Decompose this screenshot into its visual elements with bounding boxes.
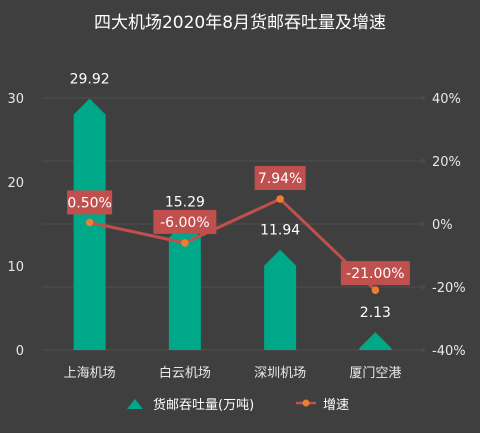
y-right-tick-label: 40% — [432, 92, 461, 107]
line-layer — [85, 195, 380, 294]
bar — [264, 249, 297, 350]
bar — [359, 332, 392, 350]
rate-label-box — [67, 190, 113, 215]
y-right-tick-label: -20% — [432, 281, 466, 296]
legend-label-line: 增速 — [323, 398, 349, 413]
axis-layer: -40% -20% 0% 20% 40% 0 10 20 30 上海机场 白云机场 深圳机场 厦门空港 — [7, 92, 465, 381]
gridline-end-dot — [420, 347, 426, 353]
rate-label-box — [340, 261, 410, 286]
x-tick-label: 白云机场 — [159, 365, 211, 381]
x-tick-label: 上海机场 — [64, 366, 116, 381]
bar-value-label: 15.29 — [165, 195, 205, 211]
y-left-tick-label: 10 — [7, 260, 24, 275]
bar-value-label: 29.92 — [70, 72, 110, 88]
chart-title: 四大机场2020年8月货邮吞吐量及增速 — [94, 13, 386, 33]
bar-value-label: 2.13 — [360, 305, 391, 321]
rate-label-box — [254, 165, 306, 190]
x-tick-label: 厦门空港 — [349, 366, 401, 381]
line-point — [371, 286, 380, 294]
line-point — [276, 195, 284, 203]
y-right-tick-label: 20% — [432, 155, 461, 170]
legend-label-bars: 货邮吞吐量(万吨) — [153, 397, 254, 413]
y-right-tick-label: -40% — [432, 344, 466, 359]
legend-marker-point — [302, 399, 310, 407]
y-right-tick-label: 0% — [432, 218, 453, 233]
rate-label: -6.00% — [160, 215, 210, 231]
bar-value-label: 11.94 — [260, 223, 300, 239]
x-tick-label: 深圳机场 — [254, 366, 306, 381]
line-point — [85, 218, 94, 227]
label-layer: 29.92 15.29 11.94 2.13 0.50% -6.00% 7.94% -21.0… — [67, 72, 410, 321]
gridline-end-dot — [420, 284, 426, 290]
rate-label: 7.94% — [258, 171, 302, 187]
legend-marker-bars — [127, 399, 143, 409]
y-left-tick-label: 30 — [7, 92, 24, 107]
rate-label-box — [153, 209, 217, 234]
series-line-growth — [89, 197, 377, 292]
gridline-end-dot — [420, 95, 426, 101]
gridline-end-dot — [420, 158, 426, 164]
rate-label: 0.50% — [67, 195, 111, 211]
rate-label: -21.00% — [346, 266, 404, 282]
gridline-end-dot — [420, 221, 426, 227]
legend: 货邮吞吐量(万吨) 增速 — [127, 397, 349, 413]
y-left-tick-label: 0 — [16, 344, 24, 359]
line-point — [181, 239, 189, 247]
bar — [168, 221, 201, 350]
y-left-tick-label: 20 — [7, 176, 24, 191]
